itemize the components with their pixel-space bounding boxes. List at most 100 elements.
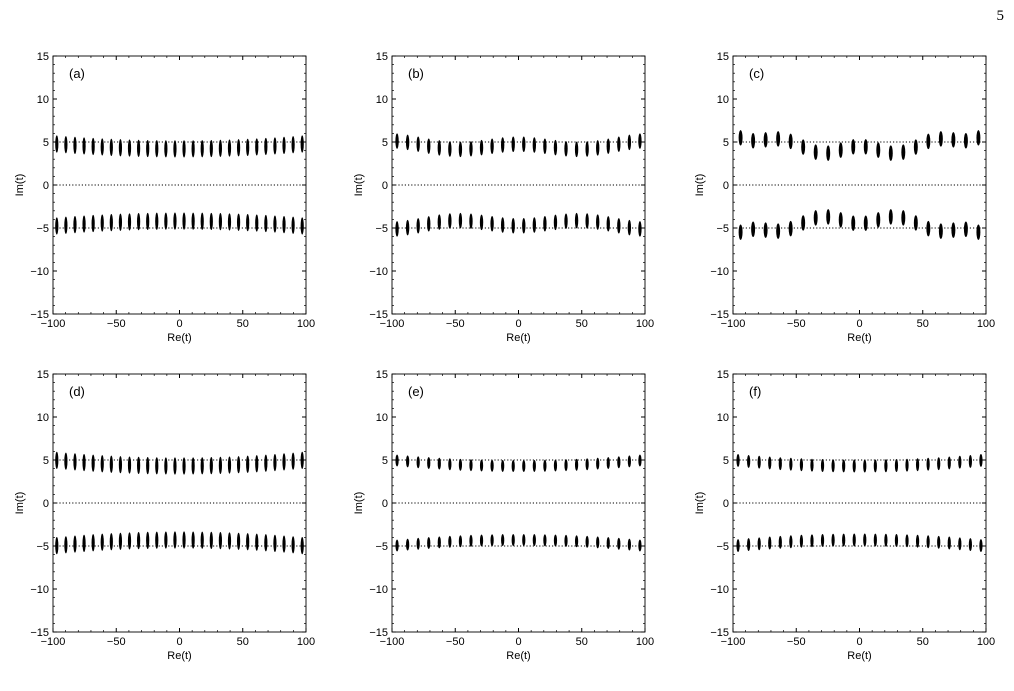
lower-cluster-mark [173, 212, 177, 230]
upper-cluster-mark [291, 136, 295, 154]
upper-cluster-mark [627, 134, 632, 151]
lower-cluster-mark [522, 218, 526, 234]
x-tick-label: 0 [176, 318, 182, 330]
y-tick-label: 0 [723, 498, 729, 510]
upper-cluster-mark [522, 459, 526, 473]
upper-cluster-mark [894, 459, 899, 472]
x-tick-label: 100 [636, 318, 654, 330]
y-tick-label: −15 [369, 309, 388, 321]
upper-cluster-mark [564, 141, 568, 157]
lower-cluster-mark [218, 532, 223, 550]
x-tick-label: −100 [721, 636, 746, 648]
y-tick-label: 10 [37, 412, 49, 424]
y-axis-label: Im(t) [694, 174, 706, 197]
x-tick-label: 50 [917, 318, 929, 330]
upper-cluster-mark [747, 454, 751, 468]
upper-cluster-mark [236, 139, 241, 157]
lower-cluster-mark [227, 532, 232, 550]
upper-cluster-mark [479, 139, 484, 156]
upper-cluster-mark [738, 130, 743, 146]
lower-cluster-mark [291, 536, 295, 554]
x-tick-label: 50 [237, 636, 249, 648]
lower-cluster-mark [776, 223, 781, 239]
lower-cluster-mark [55, 537, 59, 555]
y-tick-label: 15 [37, 51, 49, 63]
lower-cluster-mark [757, 537, 761, 551]
y-tick-label: 5 [43, 137, 49, 149]
y-tick-label: 10 [376, 94, 388, 106]
lower-cluster-mark [638, 539, 642, 552]
lower-cluster-mark [490, 534, 494, 547]
y-tick-label: 10 [717, 412, 729, 424]
lower-cluster-mark [209, 531, 213, 549]
upper-cluster-mark [82, 137, 86, 155]
lower-cluster-mark [511, 533, 515, 547]
upper-cluster-mark [91, 454, 95, 472]
lower-cluster-mark [300, 217, 304, 235]
lower-cluster-mark [968, 538, 972, 552]
lower-cluster-mark [405, 219, 410, 236]
y-tick-label: −10 [30, 584, 49, 596]
upper-cluster-mark [511, 136, 515, 152]
lower-cluster-mark [164, 212, 168, 230]
upper-cluster-mark [913, 139, 918, 155]
panel-label: (c) [749, 66, 764, 81]
y-tick-label: 0 [43, 498, 49, 510]
lower-cluster-mark [118, 532, 123, 550]
lower-cluster-mark [469, 213, 473, 229]
x-tick-label: −100 [41, 636, 66, 648]
y-tick-label: −15 [30, 309, 49, 321]
lower-cluster-mark [842, 533, 846, 547]
y-tick-label: −5 [716, 541, 729, 553]
lower-cluster-mark [778, 535, 782, 549]
upper-cluster-mark [511, 459, 515, 473]
y-tick-label: −15 [710, 309, 729, 321]
lower-cluster-mark [926, 220, 931, 237]
lower-cluster-mark [532, 217, 537, 233]
upper-cluster-mark [901, 144, 906, 160]
upper-cluster-mark [947, 456, 951, 470]
upper-cluster-mark [300, 451, 304, 469]
lower-cluster-mark [479, 214, 484, 231]
upper-cluster-mark [596, 457, 600, 470]
upper-cluster-mark [255, 455, 259, 473]
lower-cluster-mark [416, 218, 420, 234]
upper-cluster-mark [405, 134, 410, 151]
upper-cluster-mark [543, 459, 547, 472]
panel-label: (a) [69, 66, 85, 81]
lower-cluster-mark [826, 209, 831, 225]
upper-cluster-mark [596, 140, 600, 156]
upper-cluster-mark [182, 457, 186, 475]
y-tick-label: 15 [376, 369, 388, 381]
upper-cluster-mark [146, 139, 150, 158]
y-tick-label: 5 [382, 137, 388, 149]
y-tick-label: −10 [710, 266, 729, 278]
x-axis-label: Re(t) [167, 650, 191, 662]
lower-cluster-mark [282, 216, 286, 234]
lower-cluster-mark [951, 222, 956, 238]
upper-cluster-mark [448, 458, 452, 471]
y-tick-label: 5 [723, 137, 729, 149]
lower-cluster-mark [109, 214, 113, 232]
lower-cluster-mark [155, 212, 159, 230]
panel-label: (e) [408, 384, 424, 399]
upper-cluster-mark [469, 141, 473, 157]
y-tick-label: 0 [723, 180, 729, 192]
lower-cluster-mark [553, 534, 558, 547]
lower-cluster-mark [490, 216, 494, 232]
lower-cluster-mark [979, 539, 983, 552]
upper-cluster-mark [617, 456, 621, 469]
lower-cluster-mark [255, 214, 259, 232]
lower-cluster-mark [246, 533, 250, 551]
lower-cluster-mark [851, 215, 856, 231]
lower-cluster-mark [501, 534, 505, 547]
lower-cluster-mark [91, 214, 95, 233]
lower-cluster-mark [64, 216, 68, 234]
y-tick-label: 10 [37, 94, 49, 106]
lower-cluster-mark [736, 539, 740, 552]
x-tick-label: −50 [107, 318, 126, 330]
lower-cluster-mark [395, 539, 399, 552]
lower-cluster-mark [182, 531, 186, 549]
